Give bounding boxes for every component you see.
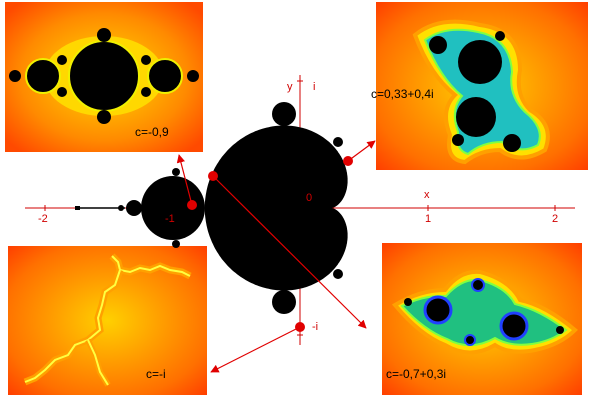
imag-unit-label: i — [313, 81, 315, 93]
inset-julia-1: c=-0,9 — [5, 2, 203, 152]
inset-julia-3: c=-i — [8, 246, 207, 395]
inset-caption: c=0,33+0,4i — [371, 87, 434, 101]
x-tick-label: 1 — [425, 213, 431, 225]
inset-julia-2: c=0,33+0,4i — [371, 2, 588, 170]
inset-julia-4: c=-0,7+0,3i — [382, 243, 582, 395]
neg-imag-unit-label: -i — [312, 321, 318, 333]
x-tick-label: 2 — [552, 213, 558, 225]
main-cardioid — [204, 125, 348, 291]
x-tick-label: -2 — [38, 213, 48, 225]
pointers — [176, 140, 376, 373]
inset-caption: c=-0,9 — [135, 125, 169, 139]
inset-caption: c=-0,7+0,3i — [386, 367, 446, 381]
y-axis-label: y — [287, 81, 293, 93]
origin-label: 0 — [306, 192, 312, 204]
inset-caption: c=-i — [146, 367, 166, 381]
x-axis-label: x — [424, 189, 430, 201]
x-tick-label: -1 — [165, 213, 175, 225]
